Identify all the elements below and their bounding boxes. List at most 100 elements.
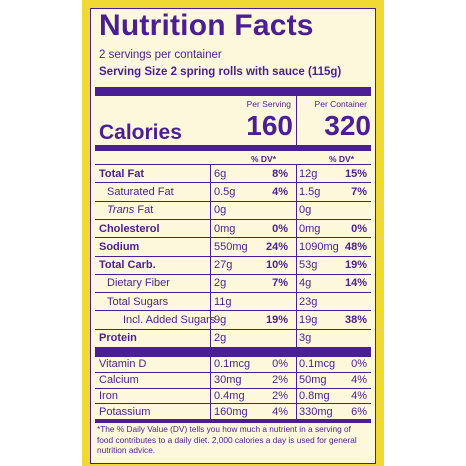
nutrient-col-line — [210, 238, 211, 257]
nutrient-col-line — [210, 183, 211, 202]
nutrient-dv-per-container: 7% — [351, 185, 367, 198]
per-serving-header: Per Serving — [246, 99, 291, 109]
nutrient-col-line — [296, 238, 297, 257]
nutrient-col-line — [210, 201, 211, 220]
footnote-divider — [95, 420, 371, 423]
nutrient-amount-per-container: 23g — [299, 295, 318, 308]
nutrient-dv-per-container: 19% — [344, 259, 367, 272]
vitamin-amount-per-serving: 160mg — [214, 405, 248, 418]
nutrient-dv-per-serving: 8% — [272, 167, 288, 180]
vitamin-dv-per-serving: 0% — [272, 358, 288, 371]
nutrient-col-line — [296, 293, 297, 312]
nutrient-dv-per-container: 15% — [344, 167, 367, 180]
vitamin-label: Vitamin D — [99, 358, 147, 371]
dv-header-serving: % DV* — [251, 154, 277, 164]
nutrient-dv-per-serving: 4% — [272, 185, 288, 198]
vitamin-amount-per-serving: 0.4mg — [214, 390, 245, 402]
nutrient-col-line — [210, 165, 211, 184]
nutrient-amount-per-serving: 2g — [214, 332, 227, 345]
nutrition-label-panel: Nutrition Facts 2 servings per container… — [90, 8, 376, 464]
vitamin-col-line — [210, 357, 211, 373]
nutrient-amount-per-serving: 27g — [214, 259, 233, 272]
nutrient-row-line — [95, 347, 371, 348]
vitamin-divider — [95, 348, 371, 357]
nutrient-amount-per-serving: 0.5g — [214, 185, 236, 198]
nutrient-col-line — [296, 311, 297, 330]
vitamin-amount-per-serving: 30mg — [214, 374, 242, 387]
calories-label: Calories — [99, 121, 182, 144]
nutrient-row-line — [95, 218, 371, 220]
column-divider — [296, 96, 297, 151]
vitamin-label: Calcium — [99, 374, 139, 387]
nutrient-col-line — [210, 293, 211, 312]
nutrient-row-line — [95, 292, 371, 294]
nutrient-amount-per-container: 53g — [299, 259, 318, 272]
vitamin-amount-per-container: 330mg — [299, 405, 333, 418]
nutrient-col-line — [296, 219, 297, 239]
nutrient-label: Cholesterol — [99, 222, 160, 235]
nutrient-row-line — [95, 273, 371, 275]
dv-header-container: % DV* — [329, 154, 355, 164]
calories-per-container: 320 — [324, 110, 371, 141]
per-container-header: Per Container — [314, 99, 367, 109]
nutrient-label: Sodium — [99, 240, 140, 253]
nutrient-row-line — [95, 310, 371, 312]
nutrient-amount-per-container: 4g — [299, 277, 312, 290]
vitamin-col-line — [296, 404, 297, 421]
vitamin-dv-per-container: 0% — [351, 358, 367, 371]
nutrient-label: Total Fat — [99, 167, 145, 180]
nutrient-row-line — [95, 255, 371, 257]
nutrient-amount-per-serving: 0mg — [214, 222, 236, 235]
vitamin-amount-per-container: 50mg — [299, 374, 327, 387]
nutrient-dv-per-serving: 19% — [265, 314, 288, 327]
nutrient-label: Trans Fat — [107, 204, 154, 217]
nutrient-amount-per-container: 3g — [299, 332, 312, 345]
footnote: *The % Daily Value (DV) tells you how mu… — [97, 424, 357, 455]
dv-header-line — [95, 164, 371, 165]
nutrient-dv-per-serving: 24% — [265, 240, 288, 253]
nutrient-col-line — [210, 256, 211, 275]
thick-divider — [95, 87, 371, 96]
nutrient-label: Incl. Added Sugars — [123, 314, 216, 327]
nutrient-col-line — [296, 274, 297, 294]
nutrient-col-line — [210, 329, 211, 348]
nutrient-dv-per-serving: 0% — [272, 222, 288, 235]
nutrient-amount-per-container: 19g — [299, 314, 318, 327]
nutrient-dv-per-container: 38% — [344, 314, 367, 327]
nutrient-amount-per-serving: 6g — [214, 167, 227, 180]
vitamin-col-line — [296, 388, 297, 405]
nutrient-amount-per-serving: 0g — [214, 204, 227, 217]
calories-divider — [95, 145, 371, 151]
vitamin-dv-per-container: 4% — [351, 390, 367, 402]
vitamin-dv-per-container: 4% — [351, 374, 367, 387]
nutrient-row-line — [95, 200, 371, 202]
calories-per-serving: 160 — [246, 110, 293, 141]
nutrient-amount-per-container: 0g — [299, 204, 312, 217]
nutrient-col-line — [296, 256, 297, 275]
vitamin-amount-per-serving: 0.1mcg — [214, 358, 251, 371]
nutrient-row-line — [95, 328, 371, 330]
nutrient-dv-per-serving: 10% — [265, 259, 288, 272]
nutrient-col-line — [210, 219, 211, 239]
vitamin-row-line — [95, 387, 371, 389]
nutrient-label: Total Carb. — [99, 259, 156, 272]
nutrient-amount-per-container: 1090mg — [299, 240, 339, 253]
nutrient-dv-per-container: 14% — [344, 277, 367, 290]
vitamin-col-line — [296, 372, 297, 389]
nutrient-col-line — [296, 329, 297, 348]
vitamin-row-line — [95, 371, 371, 373]
vitamin-col-line — [210, 388, 211, 405]
nutrient-dv-per-container: 0% — [351, 222, 367, 235]
nutrient-col-line — [296, 183, 297, 202]
nutrient-amount-per-container: 1.5g — [299, 185, 321, 198]
vitamin-dv-per-serving: 4% — [272, 405, 288, 418]
nutrient-amount-per-container: 12g — [299, 167, 318, 180]
nutrient-amount-per-container: 0mg — [299, 222, 321, 235]
vitamin-label: Potassium — [99, 405, 151, 418]
vitamin-dv-per-serving: 2% — [272, 390, 288, 402]
vitamin-amount-per-container: 0.8mg — [299, 390, 330, 402]
nutrient-label: Total Sugars — [107, 295, 169, 308]
nutrient-label: Saturated Fat — [107, 185, 174, 198]
vitamin-row-line — [95, 419, 371, 421]
nutrient-row-line — [95, 237, 371, 239]
